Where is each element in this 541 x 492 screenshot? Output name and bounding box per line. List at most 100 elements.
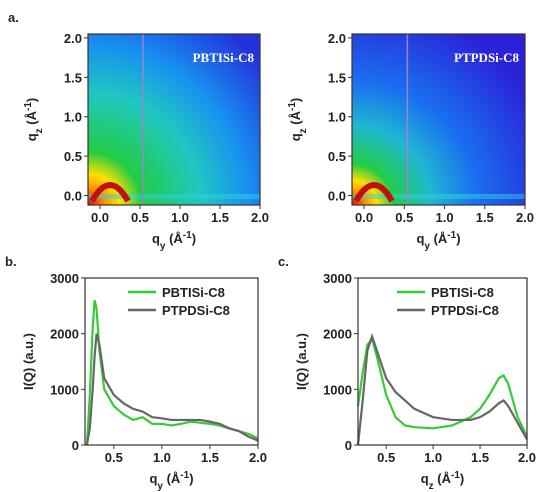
y-tick-label: 1.5 bbox=[328, 70, 346, 85]
x-tick-label: 2.0 bbox=[251, 210, 269, 225]
axis-label: qy (Å-1) bbox=[416, 230, 460, 252]
label-part: I(Q) (a.u.) bbox=[21, 333, 36, 390]
label-part: z bbox=[429, 481, 434, 492]
x-tick-label: 0.0 bbox=[355, 210, 373, 225]
label-part: -1 bbox=[23, 102, 34, 111]
y-tick-label: 1.0 bbox=[64, 110, 82, 125]
series-line bbox=[356, 336, 528, 438]
x-tick-label: 1.5 bbox=[476, 210, 494, 225]
axis-label: I(Q) (a.u.) bbox=[21, 333, 36, 390]
legend-label: PTPDSi-C8 bbox=[431, 303, 499, 318]
x-tick-label: 1.5 bbox=[211, 210, 229, 225]
y-tick-label: 0.5 bbox=[328, 149, 346, 164]
y-tick-label: 1000 bbox=[323, 382, 352, 397]
axis-label: qy (Å-1) bbox=[152, 230, 196, 252]
scattering-image bbox=[88, 34, 260, 205]
label-part: I(Q) (a.u.) bbox=[294, 333, 309, 390]
y-tick-label: 2.0 bbox=[328, 31, 346, 46]
x-tick-label: 2.0 bbox=[249, 450, 267, 465]
label-part: (Å bbox=[430, 231, 448, 246]
label-part: q bbox=[288, 133, 303, 141]
label-part: z bbox=[34, 128, 45, 133]
scattering-image bbox=[352, 34, 525, 205]
y-tick-label: 1.5 bbox=[64, 70, 82, 85]
annotation: PTPDSi-C8 bbox=[454, 50, 520, 65]
x-tick-label: 0.0 bbox=[91, 210, 109, 225]
horizon-band bbox=[88, 193, 260, 199]
axis-label: qz (Å-1) bbox=[421, 470, 465, 492]
legend-label: PBTISi-C8 bbox=[162, 285, 225, 300]
label-part: y bbox=[157, 481, 163, 492]
plot-frame bbox=[357, 277, 528, 446]
label-part: -1 bbox=[451, 470, 460, 481]
x-tick-label: 1.5 bbox=[201, 450, 219, 465]
axis-label: qz (Å-1) bbox=[287, 98, 309, 142]
x-tick-label: 0.5 bbox=[131, 210, 149, 225]
label-part: y bbox=[424, 241, 430, 252]
label-part: ) bbox=[192, 231, 196, 246]
series-line bbox=[85, 333, 259, 446]
diffraction-ring bbox=[89, 182, 131, 203]
label-part: (Å bbox=[163, 471, 181, 486]
x-tick-label: 1.0 bbox=[435, 210, 453, 225]
plot-frame bbox=[87, 33, 261, 206]
label-part: y bbox=[160, 241, 166, 252]
y-tick-label: 0.0 bbox=[64, 189, 82, 204]
label-part: -1 bbox=[180, 470, 189, 481]
x-tick-label: 1.0 bbox=[153, 450, 171, 465]
x-tick-label: 0.5 bbox=[377, 450, 395, 465]
label-part: q bbox=[421, 471, 429, 486]
panel-label: a. bbox=[8, 10, 19, 25]
x-tick-label: 2.0 bbox=[518, 450, 536, 465]
x-tick-label: 0.5 bbox=[105, 450, 123, 465]
series-line bbox=[85, 300, 259, 446]
label-part: -1 bbox=[447, 230, 456, 241]
label-part: z bbox=[298, 128, 309, 133]
y-tick-label: 0.0 bbox=[328, 189, 346, 204]
y-tick-label: 2000 bbox=[50, 327, 79, 342]
label-part: -1 bbox=[287, 102, 298, 111]
x-tick-label: 1.0 bbox=[171, 210, 189, 225]
x-tick-label: 1.5 bbox=[471, 450, 489, 465]
legend-label: PBTISi-C8 bbox=[431, 285, 494, 300]
label-part: q bbox=[149, 471, 157, 486]
annotation: PBTISi-C8 bbox=[193, 50, 255, 65]
panel-label: b. bbox=[5, 254, 17, 269]
axis-label: qy (Å-1) bbox=[149, 470, 193, 492]
label-part: (Å bbox=[165, 231, 183, 246]
plot-frame bbox=[84, 277, 259, 446]
label-part: ) bbox=[24, 98, 39, 102]
axis-label: qz (Å-1) bbox=[23, 98, 45, 142]
x-tick-label: 2.0 bbox=[516, 210, 534, 225]
y-tick-label: 0 bbox=[72, 438, 79, 453]
y-tick-label: 2.0 bbox=[64, 31, 82, 46]
panel-label: c. bbox=[278, 254, 289, 269]
label-part: ) bbox=[460, 471, 464, 486]
x-tick-label: 0.5 bbox=[395, 210, 413, 225]
diffraction-ring bbox=[353, 182, 395, 203]
y-tick-label: 3000 bbox=[50, 271, 79, 286]
label-part: (Å bbox=[24, 110, 39, 128]
y-tick-label: 1.0 bbox=[328, 110, 346, 125]
y-tick-label: 3000 bbox=[323, 271, 352, 286]
horizon-band bbox=[352, 193, 525, 199]
series-line bbox=[356, 333, 528, 446]
y-tick-label: 2000 bbox=[323, 327, 352, 342]
label-part: ) bbox=[288, 98, 303, 102]
label-part: q bbox=[24, 133, 39, 141]
label-part: ) bbox=[189, 471, 193, 486]
label-part: q bbox=[416, 231, 424, 246]
plot-frame bbox=[351, 33, 526, 206]
label-part: (Å bbox=[288, 110, 303, 128]
label-part: q bbox=[152, 231, 160, 246]
label-part: ) bbox=[456, 231, 460, 246]
label-part: (Å bbox=[434, 471, 452, 486]
x-tick-label: 1.0 bbox=[424, 450, 442, 465]
y-tick-label: 0 bbox=[345, 438, 352, 453]
axis-label: I(Q) (a.u.) bbox=[294, 333, 309, 390]
legend-label: PTPDSi-C8 bbox=[162, 303, 230, 318]
label-part: -1 bbox=[183, 230, 192, 241]
y-tick-label: 1000 bbox=[50, 382, 79, 397]
y-tick-label: 0.5 bbox=[64, 149, 82, 164]
